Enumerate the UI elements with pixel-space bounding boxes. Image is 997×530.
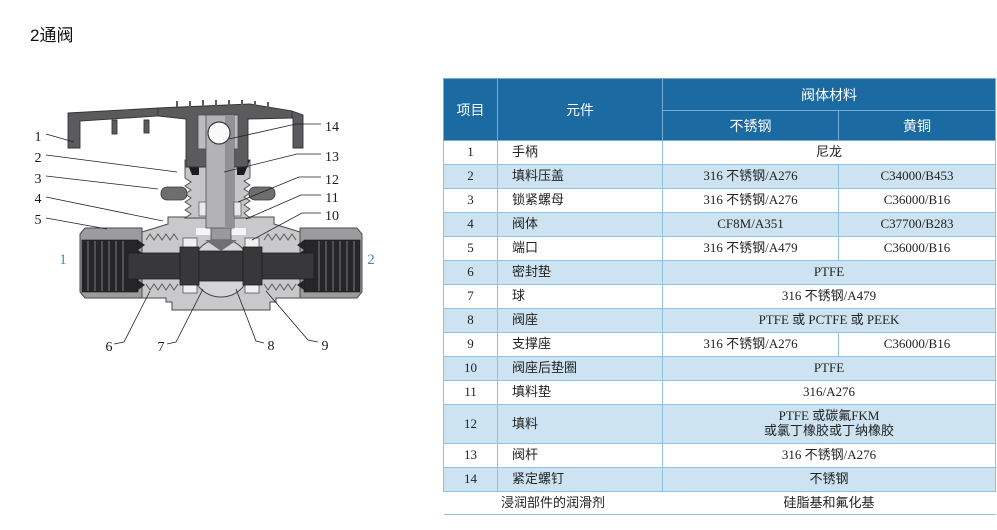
lubricant-row: 浸润部件的润滑剂 硅脂基和氟化基 (443, 491, 996, 515)
material-cell: 316/A276 (662, 380, 996, 405)
table-row: 7 球 316 不锈钢/A479 (443, 284, 996, 309)
material-cell: 316 不锈钢/A479 (662, 284, 996, 309)
material-cell: 316 不锈钢/A276 (662, 443, 996, 468)
table-row: 13 阀杆 316 不锈钢/A276 (443, 443, 996, 468)
header-stainless: 不锈钢 (662, 110, 839, 141)
callout-11: 11 (325, 191, 338, 206)
table-row: 1 手柄 尼龙 (443, 140, 996, 165)
set-screw (207, 121, 231, 145)
header-component: 元件 (497, 78, 663, 141)
callout-8: 8 (268, 339, 275, 354)
material-cell: PTFE 或碳氟FKM 或氯丁橡胶或丁纳橡胶 (662, 404, 996, 444)
callout-12: 12 (325, 173, 339, 188)
item-cell: 3 (443, 188, 498, 213)
callout-6: 6 (106, 340, 113, 355)
callout-9: 9 (322, 339, 329, 354)
component-cell: 阀座 (497, 308, 663, 333)
item-cell: 10 (443, 356, 498, 381)
component-cell: 锁紧螺母 (497, 188, 663, 213)
callout-2: 2 (35, 151, 42, 166)
callout-1: 1 (35, 130, 42, 145)
component-cell: 阀座后垫圈 (497, 356, 663, 381)
materials-table: 项目 元件 阀体材料 不锈钢 黄铜 1 手柄 尼龙 2 填料压盖 316 不锈钢… (443, 78, 996, 515)
item-cell: 1 (443, 140, 498, 165)
callout-5: 5 (35, 213, 42, 228)
item-cell: 8 (443, 308, 498, 333)
brass-cell: C36000/B16 (838, 236, 996, 261)
component-cell: 填料压盖 (497, 164, 663, 189)
component-cell: 阀体 (497, 212, 663, 237)
brass-cell: C34000/B453 (838, 164, 996, 189)
table-row: 14 紧定螺钉 不锈钢 (443, 467, 996, 492)
callout-7: 7 (158, 340, 165, 355)
item-cell: 11 (443, 380, 498, 405)
table-row: 3 锁紧螺母 316 不锈钢/A276 C36000/B16 (443, 188, 996, 213)
material-line-2: 或氯丁橡胶或丁纳橡胶 (763, 423, 894, 438)
item-cell: 2 (443, 164, 498, 189)
item-cell: 7 (443, 284, 498, 309)
component-cell: 密封垫 (497, 260, 663, 285)
component-cell: 填料垫 (497, 380, 663, 405)
component-cell: 球 (497, 284, 663, 309)
material-cell: 尼龙 (662, 140, 996, 165)
item-cell: 6 (443, 260, 498, 285)
valve-cross-section-diagram: 1 2 3 4 5 14 13 12 11 10 6 7 8 9 1 2 (35, 100, 375, 355)
port-connector-left (79, 227, 145, 299)
item-cell: 12 (443, 404, 498, 444)
component-cell: 紧定螺钉 (497, 467, 663, 492)
callout-13: 13 (325, 150, 339, 165)
stainless-cell: 316 不锈钢/A276 (662, 332, 839, 357)
table-row: 8 阀座 PTFE 或 PCTFE 或 PEEK (443, 308, 996, 333)
material-line-1: PTFE 或碳氟FKM (778, 408, 880, 424)
port-label-1: 1 (59, 252, 67, 268)
table-row: 11 填料垫 316/A276 (443, 380, 996, 405)
table-row: 10 阀座后垫圈 PTFE (443, 356, 996, 381)
stainless-cell: 316 不锈钢/A276 (662, 188, 839, 213)
lubricant-label: 浸润部件的润滑剂 (443, 491, 663, 515)
brass-cell: C36000/B16 (838, 332, 996, 357)
material-cell: PTFE (662, 260, 996, 285)
callout-4: 4 (35, 192, 42, 207)
callout-3: 3 (35, 172, 42, 187)
header-item: 项目 (443, 78, 498, 141)
item-cell: 4 (443, 212, 498, 237)
brass-cell: C36000/B16 (838, 188, 996, 213)
component-cell: 端口 (497, 236, 663, 261)
header-brass: 黄铜 (838, 110, 996, 141)
component-cell: 手柄 (497, 140, 663, 165)
page-title: 2通阀 (30, 26, 74, 45)
stainless-cell: CF8M/A351 (662, 212, 839, 237)
material-cell: 不锈钢 (662, 467, 996, 492)
callout-10: 10 (325, 209, 339, 224)
table-row: 4 阀体 CF8M/A351 C37700/B283 (443, 212, 996, 237)
item-cell: 5 (443, 236, 498, 261)
header-material-group: 阀体材料 (662, 78, 996, 111)
callout-lines (45, 123, 321, 345)
item-cell: 9 (443, 332, 498, 357)
material-cell: PTFE (662, 356, 996, 381)
table-row: 12 填料 PTFE 或碳氟FKM 或氯丁橡胶或丁纳橡胶 (443, 404, 996, 444)
component-cell: 填料 (497, 404, 663, 444)
table-row: 5 端口 316 不锈钢/A479 C36000/B16 (443, 236, 996, 261)
callout-14: 14 (325, 120, 339, 135)
handle (67, 100, 304, 168)
brass-cell: C37700/B283 (838, 212, 996, 237)
table-row: 6 密封垫 PTFE (443, 260, 996, 285)
packing-washers (198, 201, 242, 217)
stainless-cell: 316 不锈钢/A276 (662, 164, 839, 189)
component-cell: 支撑座 (497, 332, 663, 357)
lubricant-value: 硅脂基和氟化基 (662, 491, 996, 515)
component-cell: 阀杆 (497, 443, 663, 468)
table-row: 2 填料压盖 316 不锈钢/A276 C34000/B453 (443, 164, 996, 189)
stainless-cell: 316 不锈钢/A479 (662, 236, 839, 261)
item-cell: 14 (443, 467, 498, 492)
port-label-2: 2 (367, 252, 375, 268)
flow-passage (127, 246, 315, 286)
material-cell: PTFE 或 PCTFE 或 PEEK (662, 308, 996, 333)
item-cell: 13 (443, 443, 498, 468)
lock-nut-wings (160, 186, 276, 201)
table-row: 9 支撑座 316 不锈钢/A276 C36000/B16 (443, 332, 996, 357)
